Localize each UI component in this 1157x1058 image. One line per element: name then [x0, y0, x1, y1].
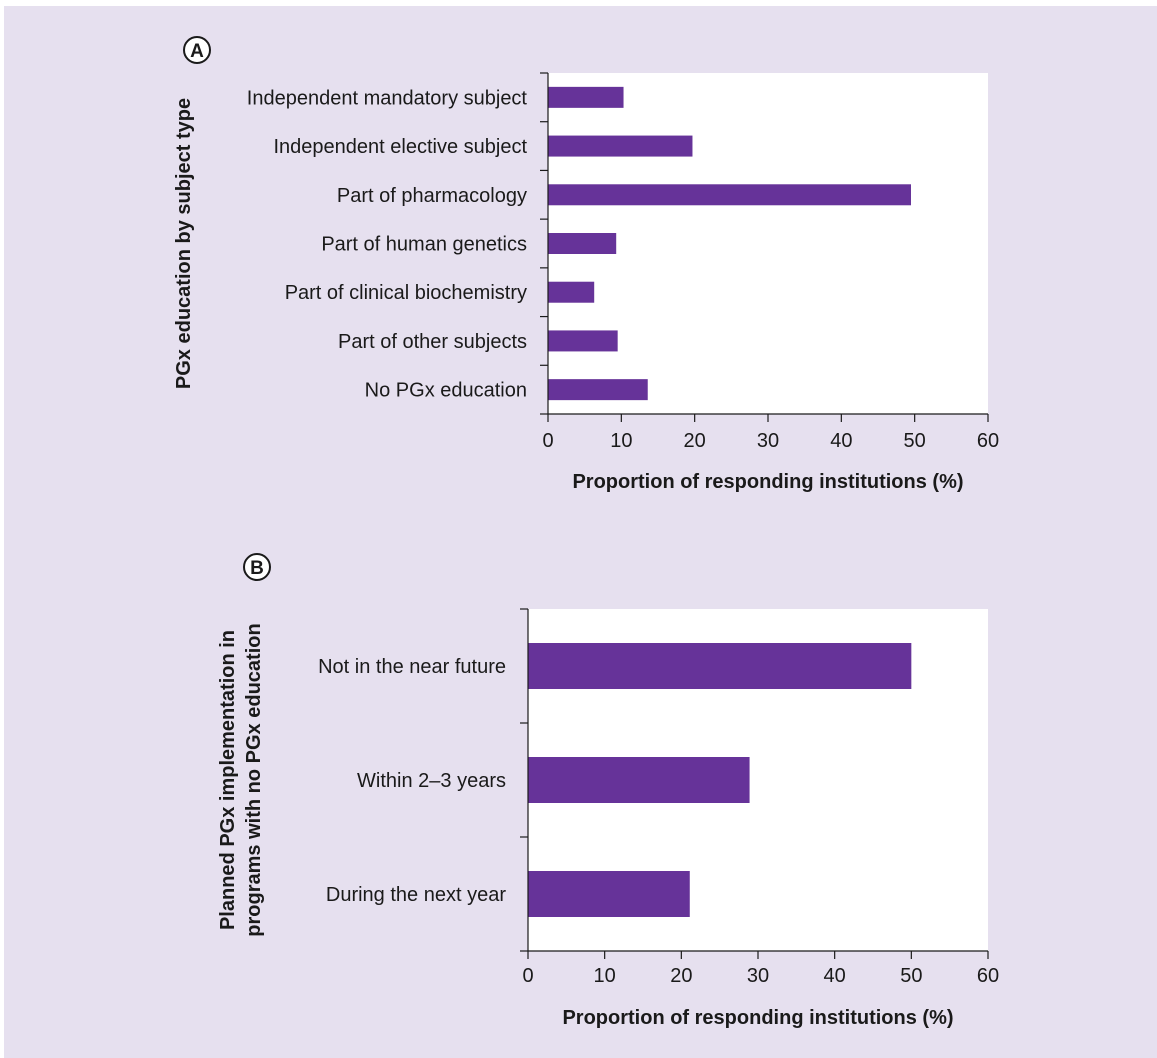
- x-tick-label: 30: [757, 430, 779, 452]
- bar: [548, 86, 624, 108]
- category-label: No PGx education: [365, 380, 527, 402]
- x-tick-label: 50: [904, 430, 926, 452]
- x-tick-label: 30: [747, 965, 769, 987]
- figure-canvas: A Independent mandatory subject Independen…: [173, 36, 999, 1029]
- bar: [528, 757, 750, 803]
- x-tick-label: 0: [522, 965, 533, 987]
- figure: A Independent mandatory subject Independen…: [4, 6, 1157, 1058]
- bar: [548, 281, 595, 303]
- x-tick-label: 20: [684, 430, 706, 452]
- panel-label: A: [190, 41, 204, 62]
- x-tick-label: 10: [594, 965, 616, 987]
- y-axis-title: Planned PGx implementation in: [217, 630, 239, 930]
- category-label: Part of human genetics: [321, 234, 527, 256]
- bar: [548, 330, 618, 352]
- x-tick-label: 40: [830, 430, 852, 452]
- x-axis-title: Proportion of responding institutions (%…: [562, 1007, 953, 1029]
- x-tick-label: 10: [610, 430, 632, 452]
- panel-label: B: [250, 558, 264, 579]
- x-tick-label: 60: [977, 965, 999, 987]
- bar: [528, 871, 690, 917]
- x-axis-title: Proportion of responding institutions (%…: [572, 471, 963, 493]
- chart-panel-a: A Independent mandatory subject Independen…: [173, 36, 999, 493]
- y-axis-title: PGx education by subject type: [173, 98, 195, 389]
- bar: [548, 379, 648, 401]
- category-label: Part of clinical biochemistry: [285, 282, 527, 304]
- x-tick-label: 60: [977, 430, 999, 452]
- panel-label-badge: [243, 553, 271, 581]
- category-label: Within 2–3 years: [357, 770, 506, 792]
- chart-panel-b: B Not in the near future Within 2–3 years D…: [217, 553, 999, 1029]
- y-axis-title: programs with no PGx education: [243, 623, 265, 936]
- category-label: Part of other subjects: [338, 331, 527, 353]
- category-label: Not in the near future: [318, 656, 506, 678]
- panel-label-badge: [183, 36, 211, 64]
- category-label: Part of pharmacology: [337, 185, 527, 207]
- category-label: During the next year: [326, 884, 506, 906]
- bar: [548, 135, 693, 157]
- x-tick-label: 20: [670, 965, 692, 987]
- x-tick-label: 50: [900, 965, 922, 987]
- category-label: Independent elective subject: [273, 136, 527, 158]
- category-label: Independent mandatory subject: [247, 87, 528, 109]
- plot-area: [548, 73, 988, 414]
- bar: [548, 233, 617, 254]
- bar: [548, 184, 911, 206]
- x-tick-label: 0: [542, 430, 553, 452]
- x-tick-label: 40: [824, 965, 846, 987]
- bar: [528, 643, 912, 689]
